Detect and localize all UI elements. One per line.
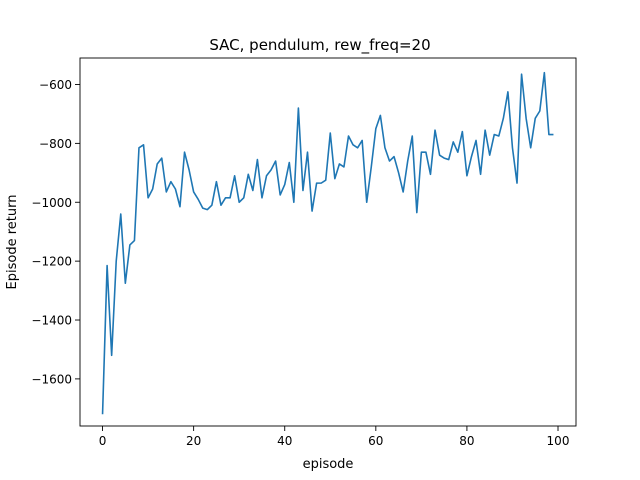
axes-frame — [79, 57, 577, 427]
x-tick-label: 20 — [186, 434, 201, 448]
y-tick-label: −1200 — [31, 255, 72, 269]
series-line — [101, 71, 554, 415]
x-tick-label: 60 — [368, 434, 383, 448]
y-axis-ticks: −1600 −1400 −1200 −1000 −800 −600 — [31, 78, 80, 386]
y-tick-label: −1000 — [31, 196, 72, 210]
x-tick-label: 0 — [99, 434, 107, 448]
plot-area — [101, 71, 554, 415]
x-tick-label: 80 — [459, 434, 474, 448]
y-axis-label: Episode return — [5, 195, 20, 290]
y-tick-label: −800 — [39, 137, 72, 151]
x-axis-ticks: 0 20 40 60 80 100 — [99, 426, 570, 448]
y-tick-label: −1400 — [31, 314, 72, 328]
y-tick-label: −1600 — [31, 372, 72, 386]
x-axis-label: episode — [303, 457, 354, 472]
chart-title: SAC, pendulum, rew_freq=20 — [209, 36, 430, 55]
y-tick-label: −600 — [39, 78, 72, 92]
x-tick-label: 40 — [277, 434, 292, 448]
x-tick-label: 100 — [547, 434, 570, 448]
